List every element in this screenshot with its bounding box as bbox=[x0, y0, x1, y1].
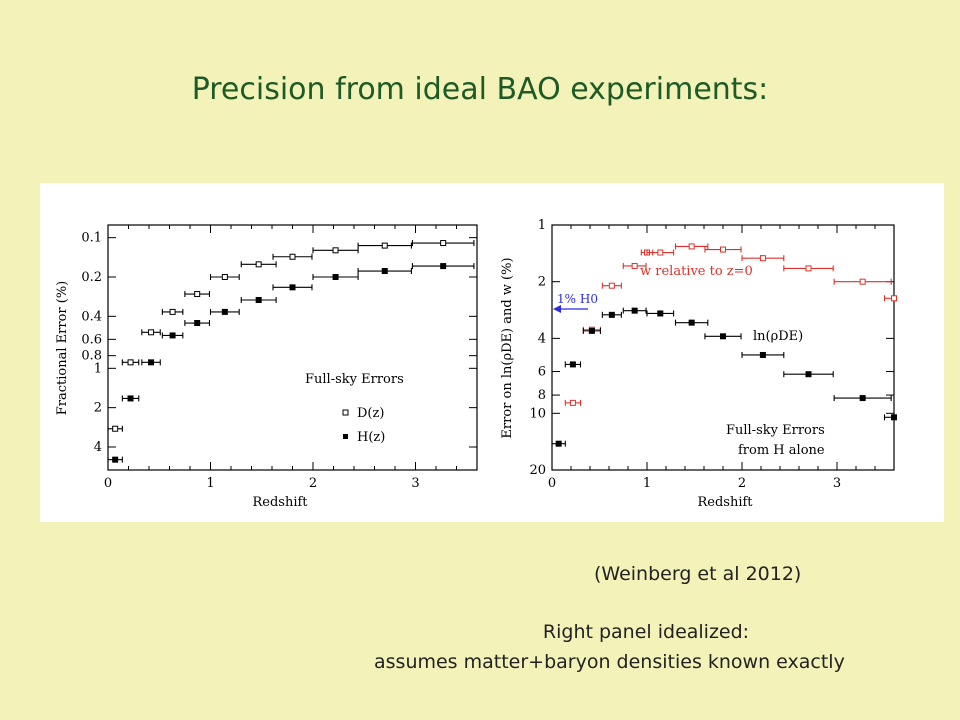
left-y-tick-label: 0.1 bbox=[81, 231, 102, 246]
right-data-point bbox=[569, 399, 576, 406]
left-x-tick-label: 2 bbox=[309, 476, 317, 491]
rho-series-annotation: ln(ρDE) bbox=[753, 329, 803, 344]
left-data-point bbox=[289, 284, 296, 291]
right-data-point bbox=[657, 249, 664, 256]
right-data-point bbox=[588, 327, 595, 334]
w-series-annotation: w relative to z=0 bbox=[640, 264, 753, 279]
left-data-point bbox=[194, 320, 201, 327]
h0-annotation: 1% H0 bbox=[557, 292, 598, 306]
left-data-point bbox=[221, 273, 228, 280]
left-legend-title: Full-sky Errors bbox=[305, 372, 404, 387]
right-x-tick-label: 0 bbox=[548, 476, 556, 491]
left-y-tick-label: 0.8 bbox=[81, 349, 102, 364]
left-data-point bbox=[255, 297, 262, 304]
right-data-point bbox=[631, 262, 638, 269]
right-plot-frame bbox=[551, 224, 895, 471]
h0-arrow-head-icon bbox=[553, 305, 561, 313]
left-data-point bbox=[112, 425, 119, 432]
right-y-tick-label: 6 bbox=[538, 365, 546, 380]
citation: (Weinberg et al 2012) bbox=[594, 563, 802, 585]
right-y-tick-label: 2 bbox=[538, 275, 546, 290]
left-y-tick-label: 0.6 bbox=[81, 332, 102, 347]
left-y-tick-label: 2 bbox=[94, 401, 102, 416]
left-data-point bbox=[194, 291, 201, 298]
right-data-point bbox=[657, 310, 664, 317]
left-data-point bbox=[169, 308, 176, 315]
slide-title: Precision from ideal BAO experiments: bbox=[191, 72, 769, 107]
legend-open-square-marker bbox=[342, 409, 349, 416]
left-legend-hz: H(z) bbox=[357, 430, 385, 445]
left-x-tick-label: 0 bbox=[104, 476, 112, 491]
left-data-point bbox=[381, 268, 388, 275]
right-x-tick-label: 1 bbox=[643, 476, 651, 491]
right-y-tick-label: 4 bbox=[538, 331, 546, 346]
right-data-point bbox=[608, 282, 615, 289]
left-x-axis-label: Redshift bbox=[252, 495, 308, 510]
note-line-2: assumes matter+baryon densities known ex… bbox=[374, 651, 845, 673]
note-line-1: Right panel idealized: bbox=[542, 621, 750, 643]
left-y-tick-label: 1 bbox=[94, 361, 102, 376]
right-data-point bbox=[805, 371, 812, 378]
left-legend-dz: D(z) bbox=[357, 406, 384, 421]
left-y-tick-label: 0.4 bbox=[81, 309, 102, 324]
right-data-point bbox=[720, 333, 726, 340]
left-x-tick-label: 3 bbox=[411, 476, 419, 491]
right-data-point bbox=[859, 395, 866, 402]
right-errors-sublabel: from H alone bbox=[738, 443, 825, 458]
left-data-point bbox=[148, 359, 155, 366]
right-data-point bbox=[859, 278, 866, 285]
left-plot-frame bbox=[107, 224, 478, 471]
right-chart: 0 1 2 3 1 2 4 6 8 10 20 Redshift Error on ln(ρDE) … bbox=[500, 218, 897, 510]
left-y-axis-label: Fractional Error (%) bbox=[55, 281, 70, 415]
right-errors-label: Full-sky Errors bbox=[726, 423, 825, 438]
figure-panel: 0 1 2 3 0.1 0.2 0.4 0.6 0.8 1 2 4 Redshift Fraction… bbox=[40, 183, 944, 522]
right-data-point bbox=[608, 311, 615, 318]
left-data-point bbox=[127, 395, 134, 402]
right-data-point bbox=[720, 246, 726, 253]
left-data-point bbox=[169, 332, 176, 339]
right-data-point bbox=[805, 265, 812, 272]
left-data-point bbox=[440, 240, 447, 247]
right-data-point bbox=[688, 243, 695, 250]
right-data-point bbox=[569, 361, 576, 368]
right-data-point bbox=[555, 440, 562, 447]
right-data-point bbox=[631, 307, 638, 314]
left-data-point bbox=[221, 308, 228, 315]
right-y-tick-label: 10 bbox=[529, 406, 546, 421]
right-y-axis-label: Error on ln(ρDE) and w (%) bbox=[500, 257, 515, 438]
right-data-point bbox=[891, 295, 897, 302]
left-data-point bbox=[289, 253, 296, 260]
left-data-point bbox=[127, 359, 134, 366]
left-data-point bbox=[332, 273, 339, 280]
left-data-point bbox=[440, 263, 447, 270]
right-y-tick-label: 1 bbox=[538, 218, 546, 233]
right-data-point bbox=[759, 351, 766, 358]
left-y-tick-label: 0.2 bbox=[81, 270, 102, 285]
left-x-tick-label: 1 bbox=[206, 476, 214, 491]
left-data-point bbox=[381, 242, 388, 249]
left-data-point bbox=[332, 247, 339, 254]
right-x-tick-label: 2 bbox=[738, 476, 746, 491]
right-x-tick-label: 3 bbox=[833, 476, 841, 491]
right-data-point bbox=[759, 255, 766, 262]
legend-filled-square-marker bbox=[343, 434, 348, 439]
left-y-tick-label: 4 bbox=[94, 440, 102, 455]
right-y-tick-label: 20 bbox=[529, 463, 546, 478]
right-x-axis-label: Redshift bbox=[697, 495, 753, 510]
left-data-point bbox=[148, 329, 155, 336]
right-data-point bbox=[688, 319, 695, 326]
right-data-point bbox=[891, 414, 897, 421]
left-data-point bbox=[255, 261, 262, 268]
right-y-tick-label: 8 bbox=[538, 388, 546, 403]
left-data-point bbox=[112, 456, 119, 463]
